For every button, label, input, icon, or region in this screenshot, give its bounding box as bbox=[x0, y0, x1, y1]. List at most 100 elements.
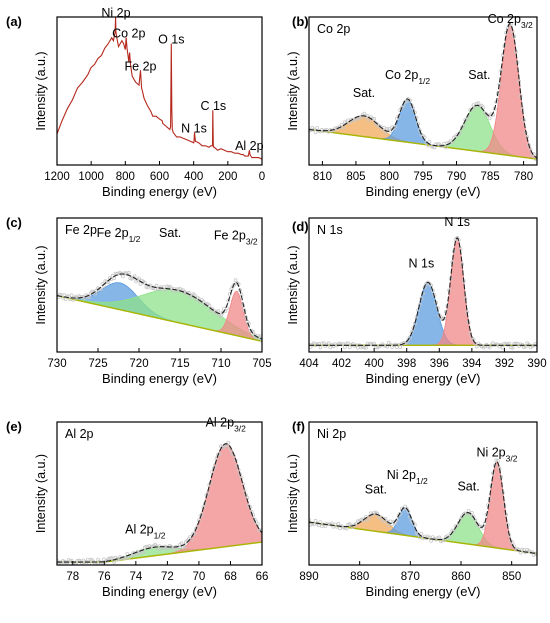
envelope-line bbox=[309, 236, 537, 346]
peak-annotation: Fe 2p bbox=[125, 59, 157, 73]
raw-data-point bbox=[182, 544, 187, 549]
raw-data-point bbox=[398, 511, 403, 516]
plot-frame bbox=[56, 421, 263, 566]
peak-annotation: Ni 2p1/2 bbox=[387, 468, 428, 486]
raw-data-point bbox=[419, 296, 424, 301]
raw-data-point bbox=[463, 511, 468, 516]
raw-data-point bbox=[318, 345, 323, 350]
x-tick-label: 805 bbox=[346, 171, 365, 183]
panel-e: (e) 78 76 74 72 70 68 66 Binding energy (eV) Inte… bbox=[6, 415, 268, 599]
raw-data-point bbox=[377, 124, 381, 128]
x-tick-label: 400 bbox=[365, 358, 384, 370]
x-tick-label: 705 bbox=[252, 358, 271, 370]
envelope-line bbox=[309, 22, 537, 159]
raw-data-point bbox=[484, 512, 489, 517]
raw-data-point bbox=[179, 541, 184, 546]
raw-data-point bbox=[217, 451, 222, 456]
raw-data-point bbox=[122, 556, 127, 560]
raw-data-point bbox=[372, 511, 377, 515]
panel-label: (f) bbox=[292, 419, 305, 434]
raw-data-point bbox=[57, 558, 59, 563]
x-tick-label: 800 bbox=[380, 171, 399, 183]
raw-data-point bbox=[163, 288, 168, 293]
plot-area bbox=[309, 21, 537, 161]
x-tick-label: 402 bbox=[332, 358, 351, 370]
panel-b: (b) 810 805 800 795 790 785 780 Binding energy (… bbox=[286, 12, 538, 199]
x-tick-label: 398 bbox=[397, 358, 416, 370]
plot-area bbox=[57, 17, 262, 160]
raw-data-point bbox=[486, 113, 491, 118]
x-tick-label: 720 bbox=[129, 358, 148, 370]
peak-annotation: C 1s bbox=[200, 99, 226, 113]
raw-data-point bbox=[112, 560, 116, 564]
panel-label: (c) bbox=[6, 215, 22, 230]
x-tick-label: 860 bbox=[451, 571, 470, 583]
raw-data-point bbox=[417, 535, 422, 540]
raw-data-point bbox=[69, 293, 74, 298]
x-tick-label: 1200 bbox=[44, 171, 70, 183]
raw-data-point bbox=[309, 518, 311, 522]
raw-data-point bbox=[341, 525, 346, 530]
peak-annotation: N 1s bbox=[444, 215, 470, 229]
raw-data-point bbox=[362, 111, 367, 116]
raw-data-point bbox=[476, 101, 481, 106]
raw-data-point bbox=[320, 341, 324, 346]
raw-data-point bbox=[315, 126, 320, 130]
x-tick-label: 800 bbox=[116, 171, 135, 183]
plot-frame bbox=[56, 217, 263, 353]
y-axis-label: Intensity (a.u.) bbox=[286, 454, 300, 533]
panel-f: (f) 890 880 870 860 850 Binding energy (eV) Int… bbox=[286, 419, 538, 599]
envelope-line bbox=[309, 460, 537, 555]
peak-fill-red bbox=[309, 462, 537, 554]
peak-annotation: Al 2p bbox=[235, 139, 264, 153]
raw-data-point bbox=[468, 331, 473, 336]
raw-data-point bbox=[527, 342, 531, 347]
raw-data-point bbox=[156, 286, 160, 291]
raw-data-point bbox=[321, 341, 326, 346]
x-tick-label: 400 bbox=[184, 171, 203, 183]
raw-data-point bbox=[260, 338, 262, 343]
raw-data-point bbox=[469, 107, 474, 112]
peak-annotation: Co 2p1/2 bbox=[385, 68, 430, 86]
background-line bbox=[57, 541, 262, 563]
panel-c: (c) 730 725 720 715 710 705 Binding energy (eV)… bbox=[6, 215, 272, 386]
raw-data-point bbox=[427, 139, 432, 144]
raw-data-point bbox=[385, 126, 390, 131]
raw-data-point bbox=[466, 508, 471, 513]
x-tick-label: 795 bbox=[413, 171, 432, 183]
raw-data-point bbox=[87, 295, 92, 300]
raw-data-point bbox=[432, 145, 437, 150]
raw-data-point bbox=[235, 463, 240, 468]
raw-data-point bbox=[417, 302, 422, 307]
x-tick-label: 715 bbox=[170, 358, 189, 370]
y-axis-label: Intensity (a.u.) bbox=[34, 454, 48, 533]
x-tick-label: 66 bbox=[256, 571, 269, 583]
x-tick-label: 710 bbox=[211, 358, 230, 370]
raw-data-point bbox=[243, 315, 248, 320]
raw-data-point bbox=[214, 456, 219, 461]
x-tick-label: 390 bbox=[527, 358, 546, 370]
peak-annotation: Sat. bbox=[159, 226, 181, 240]
peak-fill-blue bbox=[57, 282, 262, 342]
raw-data-point bbox=[510, 345, 515, 350]
raw-data-point bbox=[440, 538, 445, 543]
x-axis-label: Binding energy (eV) bbox=[366, 184, 481, 199]
raw-data-point bbox=[473, 518, 478, 523]
raw-data-point bbox=[430, 288, 435, 293]
raw-data-point bbox=[474, 344, 479, 349]
raw-data-point bbox=[487, 116, 492, 121]
x-tick-label: 730 bbox=[47, 358, 66, 370]
plot-area bbox=[57, 440, 262, 565]
raw-data-point bbox=[443, 145, 448, 150]
raw-data-point bbox=[442, 141, 447, 146]
raw-data-point bbox=[200, 512, 204, 517]
peak-annotation: Fe 2p3/2 bbox=[214, 228, 258, 246]
raw-data-point bbox=[367, 118, 372, 122]
x-tick-label: 392 bbox=[495, 358, 514, 370]
raw-data-point bbox=[372, 117, 377, 121]
raw-data-point bbox=[339, 122, 344, 127]
peak-annotation: N 1s bbox=[181, 121, 207, 135]
raw-data-point bbox=[386, 523, 391, 527]
raw-data-point bbox=[137, 276, 141, 281]
peak-annotation: Sat. bbox=[365, 483, 387, 497]
